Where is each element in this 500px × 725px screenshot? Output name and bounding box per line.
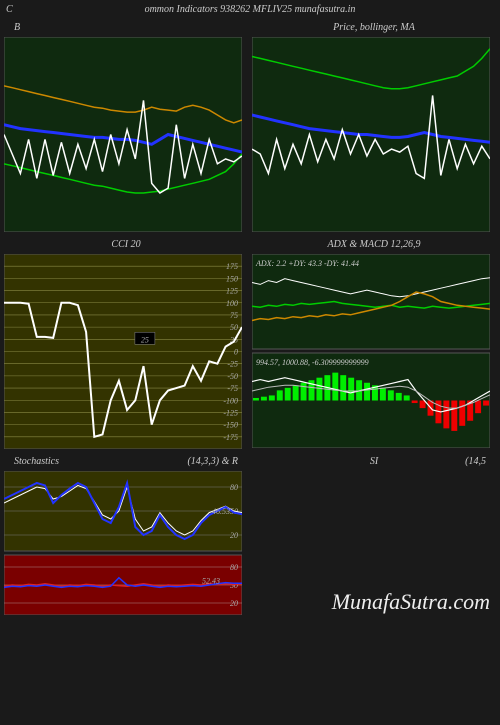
p6-title-right: (14,5	[465, 453, 486, 471]
panel-bollinger-left: B	[4, 19, 248, 232]
svg-text:ADX: 2.2 +DY: 43.3 -DY: 41.44: ADX: 2.2 +DY: 43.3 -DY: 41.44	[255, 259, 359, 268]
svg-text:125: 125	[226, 287, 238, 296]
chart-p5: 80502046.5380502052.43	[4, 471, 242, 615]
p5-title-left: Stochastics	[14, 453, 59, 471]
chart-p2	[252, 37, 490, 232]
panel-stochastics: Stochastics (14,3,3) & R 80502046.538050…	[4, 453, 248, 621]
p3-title: CCI 20	[111, 239, 140, 250]
svg-text:994.57, 1000.88, -6.30999999: 994.57, 1000.88, -6.309999999999	[256, 358, 369, 367]
page-header: C ommon Indicators 938262 MFLIV25 munafa…	[0, 0, 500, 19]
chart-p1	[4, 37, 242, 232]
svg-text:20: 20	[230, 599, 238, 608]
svg-text:-150: -150	[223, 421, 238, 430]
watermark: MunafaSutra.com	[332, 589, 490, 615]
svg-text:20: 20	[230, 531, 238, 540]
chart-p3: 175 150 125 100 75 50 25 0 -25 -50 -75 -100 -125 -150…	[4, 254, 242, 449]
svg-text:80: 80	[230, 563, 238, 572]
header-left: C	[6, 4, 13, 15]
panel-cci: CCI 20 175 150 125 100 75 50 25 0 -25 -50 -75 -100 -…	[4, 236, 248, 449]
svg-text:25: 25	[141, 335, 149, 344]
svg-text:-175: -175	[223, 433, 238, 442]
svg-text:-100: -100	[223, 396, 238, 405]
svg-text:46.53: 46.53	[212, 507, 230, 516]
svg-text:150: 150	[226, 274, 238, 283]
svg-text:-25: -25	[227, 360, 238, 369]
svg-text:175: 175	[226, 262, 238, 271]
svg-text:75: 75	[230, 311, 238, 320]
p5-title-right: (14,3,3) & R	[187, 453, 238, 471]
p4-title: ADX & MACD 12,26,9	[327, 239, 420, 250]
svg-text:52.43: 52.43	[202, 577, 220, 586]
svg-text:80: 80	[230, 483, 238, 492]
panel-price-ma: Price, bollinger, MA	[252, 19, 496, 232]
p2-title: Price, bollinger, MA	[333, 22, 415, 33]
header-center: ommon Indicators 938262 MFLIV25 munafasu…	[145, 4, 356, 15]
svg-text:0: 0	[234, 348, 238, 357]
svg-text:50: 50	[230, 323, 238, 332]
svg-text:100: 100	[226, 299, 238, 308]
p6-title: SI	[370, 456, 378, 467]
svg-text:-50: -50	[227, 372, 238, 381]
chart-p4: ADX: 2.2 +DY: 43.3 -DY: 41.44 994.57, 100…	[252, 254, 490, 448]
p1-title: B	[14, 19, 20, 37]
svg-text:-75: -75	[227, 384, 238, 393]
panel-adx-macd: ADX & MACD 12,26,9 ADX: 2.2 +DY: 43.3 -D…	[252, 236, 496, 449]
chart-grid: B Price, bollinger, MA CCI 20 1751501251…	[0, 19, 500, 621]
svg-text:-125: -125	[223, 408, 238, 417]
